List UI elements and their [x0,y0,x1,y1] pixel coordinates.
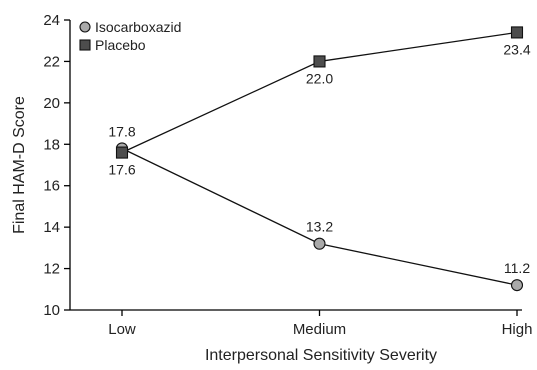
x-tick-label: Medium [293,321,346,338]
y-tick-label: 18 [43,136,60,153]
data-point [313,55,326,68]
x-tick-label: Low [108,321,136,338]
y-tick-label: 10 [43,302,60,319]
y-axis-title: Final HAM-D Score [11,96,28,234]
series-isocarboxazid: 17.8 13.2 11.2 [108,123,530,292]
data-point [510,26,524,39]
x-axis-title: Interpersonal Sensitivity Severity [205,347,437,364]
series-placebo: 17.6 22.0 23.4 [108,26,531,178]
y-tick-label: 12 [43,261,60,278]
data-label: 11.2 [504,260,530,276]
y-tick-label: 20 [43,95,60,112]
legend-marker [79,39,91,51]
y-tick-label: 14 [43,219,60,236]
axes [69,20,522,311]
y-tick-label: 24 [43,12,60,29]
legend: Isocarboxazid Placebo [79,19,181,53]
series-line [121,147,518,286]
legend-label: Isocarboxazid [95,19,181,35]
data-label: 23.4 [503,41,530,57]
legend-marker [79,21,91,33]
data-label: 17.8 [108,123,135,139]
x-axis-ticks: Low Medium High [108,310,532,338]
y-axis-ticks: 10 12 14 16 18 20 22 24 [43,12,70,319]
data-label: 22.0 [306,70,333,86]
data-point [115,146,129,159]
data-point [510,279,524,292]
series-group: 17.8 13.2 11.2 17.6 22.0 23.4 [108,26,531,292]
series-line [121,31,518,154]
data-label: 13.2 [306,219,333,235]
y-tick-label: 22 [43,53,60,70]
x-tick-label: High [502,321,533,338]
data-point [313,237,326,250]
legend-label: Placebo [95,37,146,53]
y-tick-label: 16 [43,178,60,195]
data-label: 17.6 [108,162,135,178]
